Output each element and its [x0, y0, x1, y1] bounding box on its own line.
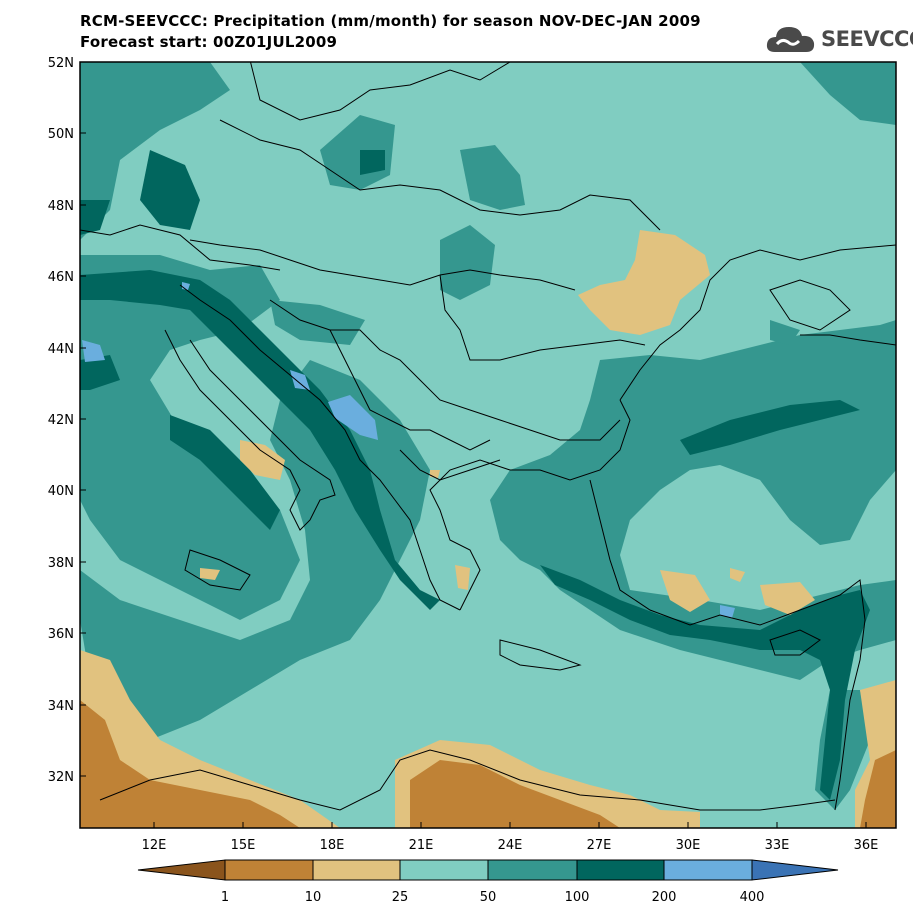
- logo-text: SEEVCCC: [821, 27, 913, 51]
- longitude-axis: 12E 15E 18E 21E 24E 27E 30E 33E 36E: [142, 822, 879, 853]
- forecast-start: Forecast start: 00Z01JUL2009: [80, 33, 338, 51]
- lat-label: 38N: [48, 556, 74, 571]
- field-200-400: [80, 150, 870, 800]
- coastlines-borders: [80, 62, 896, 811]
- field-400plus: [82, 282, 735, 618]
- map-title: RCM-SEEVCCC: Precipitation (mm/month) fo…: [80, 12, 701, 30]
- lat-label: 48N: [48, 199, 74, 214]
- lon-label: 21E: [409, 838, 434, 853]
- colorbar: 1 10 25 50 100 200 400: [137, 859, 839, 905]
- cloud-logo-icon: [766, 27, 815, 52]
- colorbar-segment: [399, 859, 489, 881]
- colorbar-label: 50: [480, 890, 497, 905]
- lat-label: 46N: [48, 270, 74, 285]
- lat-label: 40N: [48, 484, 74, 499]
- lat-label: 44N: [48, 342, 74, 357]
- colorbar-segment: [137, 859, 226, 881]
- colorbar-segment: [487, 859, 578, 881]
- colorbar-label: 200: [652, 890, 677, 905]
- lon-label: 30E: [676, 838, 701, 853]
- colorbar-label: 1: [221, 890, 229, 905]
- latitude-axis: 52N 50N 48N 46N 44N 42N 40N 38N 36N 34N 32N: [48, 56, 86, 785]
- lon-label: 33E: [765, 838, 790, 853]
- colorbar-segment: [663, 859, 753, 881]
- lon-label: 12E: [142, 838, 167, 853]
- colorbar-label: 400: [740, 890, 765, 905]
- lat-label: 42N: [48, 413, 74, 428]
- lon-label: 36E: [854, 838, 879, 853]
- lon-label: 27E: [587, 838, 612, 853]
- seevccc-logo: SEEVCCC: [765, 22, 913, 56]
- colorbar-segment: [576, 859, 665, 881]
- lat-label: 50N: [48, 127, 74, 142]
- lon-label: 24E: [498, 838, 523, 853]
- colorbar-segment: [224, 859, 314, 881]
- colorbar-segment: [751, 859, 839, 881]
- lat-label: 36N: [48, 627, 74, 642]
- lon-label: 18E: [320, 838, 345, 853]
- map-frame: [79, 61, 897, 829]
- colorbar-label: 10: [305, 890, 322, 905]
- precipitation-field: [80, 62, 896, 828]
- lon-label: 15E: [231, 838, 256, 853]
- lat-label: 34N: [48, 699, 74, 714]
- lat-label: 32N: [48, 770, 74, 785]
- colorbar-label: 25: [392, 890, 409, 905]
- colorbar-segment: [312, 859, 401, 881]
- colorbar-label: 100: [565, 890, 590, 905]
- lat-label: 52N: [48, 56, 74, 71]
- field-10-25: [80, 700, 896, 828]
